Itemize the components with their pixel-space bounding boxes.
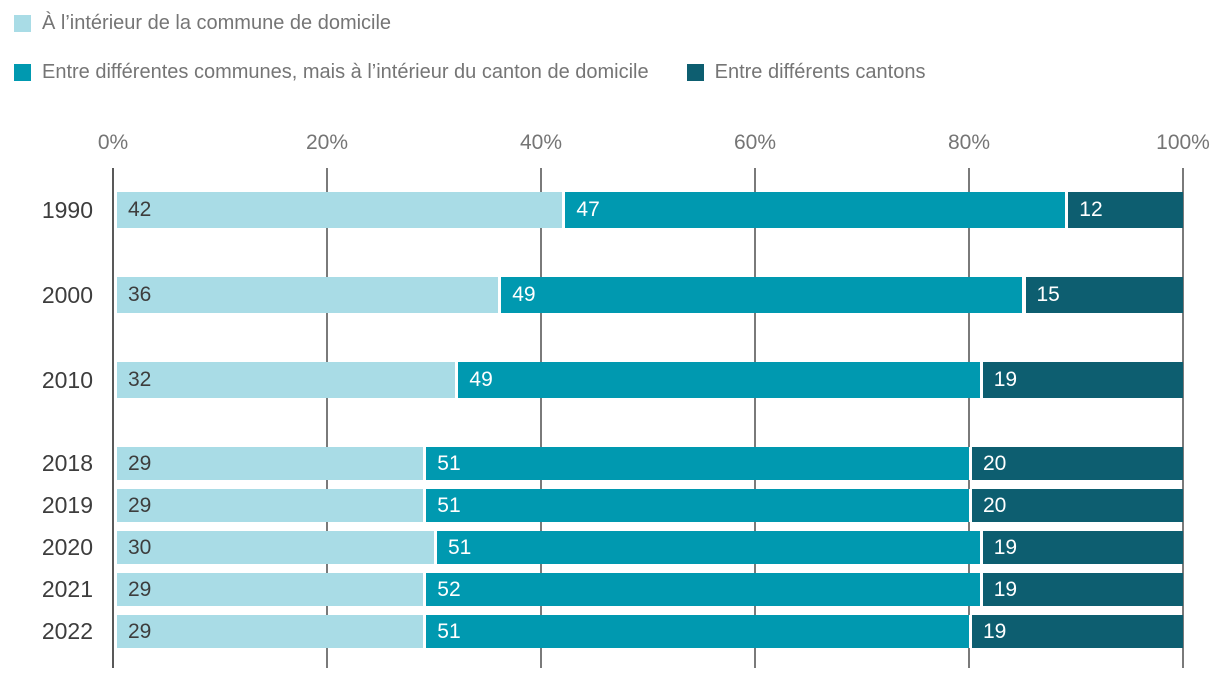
gridline-80: [968, 168, 970, 668]
bar-row-2022: 2022 29 51 19: [42, 615, 1183, 648]
bar-segment-series1-2020: 51: [434, 531, 980, 564]
bar-value-label: 47: [576, 198, 600, 221]
bar-value-label: 29: [128, 451, 152, 475]
bar-value-label: 29: [128, 493, 152, 517]
bar-segment-series0-1990: 42: [115, 192, 563, 228]
bar-value-label: 51: [448, 535, 472, 559]
bar-row-2010: 2010 32 49 19: [42, 362, 1183, 398]
bar-segment-series1-2010: 49: [455, 362, 980, 398]
bar-value-label: 32: [128, 368, 152, 391]
bar-segment-series2-2018: 20: [969, 447, 1183, 480]
bar-segment-series0-2000: 36: [115, 277, 499, 313]
legend-label: À l’intérieur de la commune de domicile: [42, 12, 392, 34]
bar-value-label: 49: [469, 368, 493, 391]
bar-segment-series0-2010: 32: [115, 362, 456, 398]
bar-segment-series0-2019: 29: [115, 489, 424, 522]
gridline-60: [754, 168, 756, 668]
year-label: 2018: [41, 450, 93, 476]
bar-segment-series0-2021: 29: [115, 573, 424, 606]
legend-item-0: À l’intérieur de la commune de domicile: [14, 12, 391, 35]
bar-segment-series1-2019: 51: [423, 489, 969, 522]
bar-value-label: 19: [993, 577, 1018, 601]
bar-segment-series2-2010: 19: [979, 362, 1183, 398]
legend-swatch-icon: [14, 15, 31, 32]
bar-segment-series1-2022: 51: [423, 615, 969, 648]
axis-tick-label-100: 100%: [1156, 131, 1210, 154]
bar-row-2021: 2021 29 52 19: [42, 573, 1183, 606]
gridline-20: [326, 168, 328, 668]
bar-segment-series2-2000: 15: [1022, 277, 1183, 313]
bar-value-label: 20: [983, 451, 1007, 475]
bar-segment-series0-2022: 29: [115, 615, 424, 648]
bar-segment-series2-1990: 12: [1065, 192, 1183, 228]
bar-value-label: 29: [128, 577, 152, 601]
bar-value-label: 19: [983, 619, 1007, 643]
bar-segment-series0-2020: 30: [115, 531, 434, 564]
bar-segment-series1-2018: 51: [423, 447, 969, 480]
legend-label: Entre différents cantons: [714, 61, 926, 83]
axis-tick-label-0: 0%: [97, 131, 129, 154]
bar-segment-series2-2022: 19: [969, 615, 1183, 648]
year-label: 2020: [41, 534, 93, 560]
bar-row-2018: 2018 29 51 20: [42, 447, 1183, 480]
bar-value-label: 49: [512, 283, 536, 306]
legend-swatch-icon: [686, 64, 704, 81]
bar-segment-series0-2018: 29: [115, 447, 424, 480]
bar-value-label: 51: [437, 493, 461, 517]
axis-tick-label-40: 40%: [519, 131, 563, 154]
year-label: 2022: [41, 618, 93, 644]
bar-segment-series2-2021: 19: [979, 573, 1183, 606]
legend-item-1: Entre différentes communes, mais à l’int…: [14, 61, 649, 84]
bar-segment-series2-2020: 19: [979, 531, 1183, 564]
bar-value-label: 52: [437, 577, 461, 601]
gridline-40: [540, 168, 542, 668]
year-label: 2000: [41, 281, 93, 308]
axis-tick-label-80: 80%: [947, 131, 991, 154]
y-axis-line: [112, 168, 114, 668]
legend-swatch-icon: [14, 64, 31, 81]
bar-value-label: 29: [128, 619, 152, 643]
axis-tick-label-60: 60%: [733, 131, 777, 154]
legend-row-2: Entre différentes communes, mais à l’int…: [14, 61, 925, 84]
year-label: 2010: [41, 366, 93, 393]
year-label: 1990: [41, 196, 93, 223]
bar-value-label: 30: [128, 535, 152, 559]
bar-segment-series1-2000: 49: [498, 277, 1023, 313]
gridline-100: [1182, 168, 1184, 668]
bar-value-label: 19: [993, 535, 1018, 559]
stacked-bar-chart: 0% 20% 40% 60% 80% 100% 1990 42 47 12 2000 36 49 15 20…: [42, 131, 1210, 668]
bar-segment-series1-1990: 47: [562, 192, 1066, 228]
bar-value-label: 36: [128, 283, 152, 306]
bar-value-label: 19: [993, 368, 1018, 391]
legend-item-2: Entre différents cantons: [686, 61, 926, 84]
bar-row-1990: 1990 42 47 12: [42, 192, 1183, 228]
bar-value-label: 51: [437, 451, 461, 475]
bar-row-2020: 2020 30 51 19: [42, 531, 1183, 564]
legend-row-1: À l’intérieur de la commune de domicile: [14, 12, 391, 35]
legend-label: Entre différentes communes, mais à l’int…: [42, 61, 649, 83]
bar-value-label: 20: [983, 493, 1007, 517]
bar-value-label: 12: [1079, 198, 1103, 221]
year-label: 2021: [41, 576, 93, 602]
bar-segment-series1-2021: 52: [423, 573, 980, 606]
bar-value-label: 15: [1036, 283, 1060, 306]
year-label: 2019: [41, 492, 93, 518]
axis-tick-label-20: 20%: [305, 131, 349, 154]
bar-segment-series2-2019: 20: [969, 489, 1183, 522]
bar-value-label: 42: [128, 198, 152, 221]
bar-row-2000: 2000 36 49 15: [42, 277, 1183, 313]
bar-row-2019: 2019 29 51 20: [42, 489, 1183, 522]
bar-value-label: 51: [437, 619, 461, 643]
